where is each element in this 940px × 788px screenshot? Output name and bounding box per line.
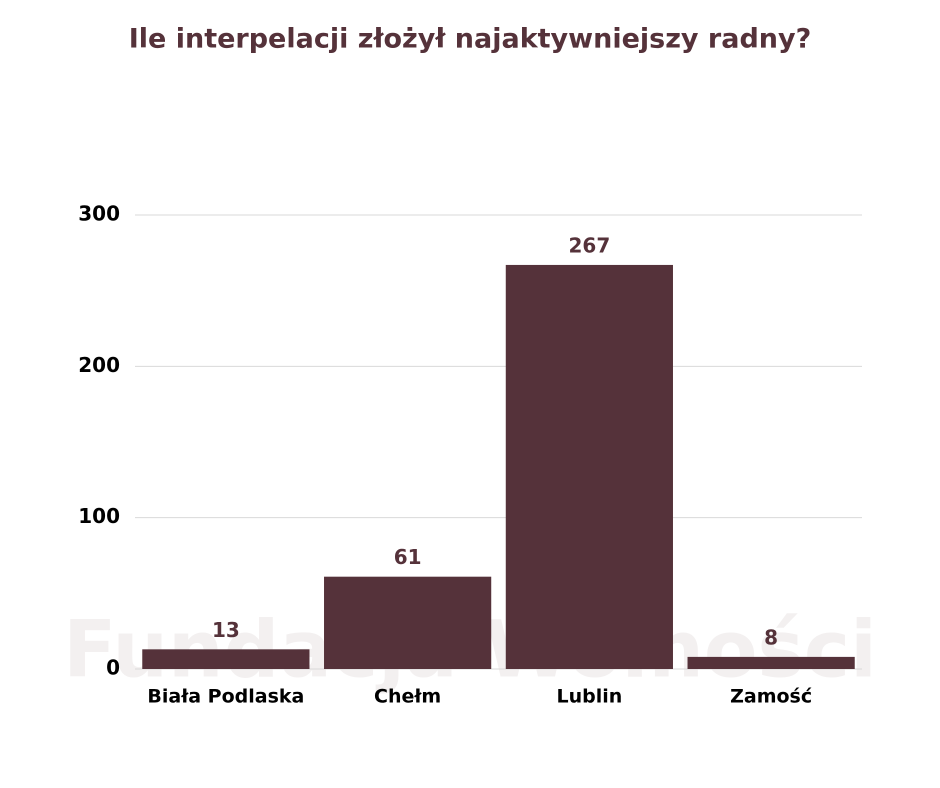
x-tick-label: Biała Podlaska [147, 686, 304, 708]
value-label: 61 [394, 545, 422, 569]
bar [505, 264, 673, 669]
value-label: 8 [764, 625, 778, 649]
value-label: 267 [569, 233, 611, 257]
bar [142, 649, 310, 669]
bar [324, 576, 492, 669]
x-tick-label: Zamość [730, 686, 812, 708]
x-tick-label: Lublin [556, 686, 622, 708]
y-tick-label: 100 [78, 504, 120, 528]
y-tick-label: 0 [106, 656, 120, 680]
value-label: 13 [212, 618, 240, 642]
bar [687, 656, 855, 669]
chart-title: Ile interpelacji złożył najaktywniejszy … [129, 24, 812, 55]
y-tick-label: 200 [78, 353, 120, 377]
x-tick-label: Chełm [374, 686, 441, 708]
y-tick-label: 300 [78, 202, 120, 226]
